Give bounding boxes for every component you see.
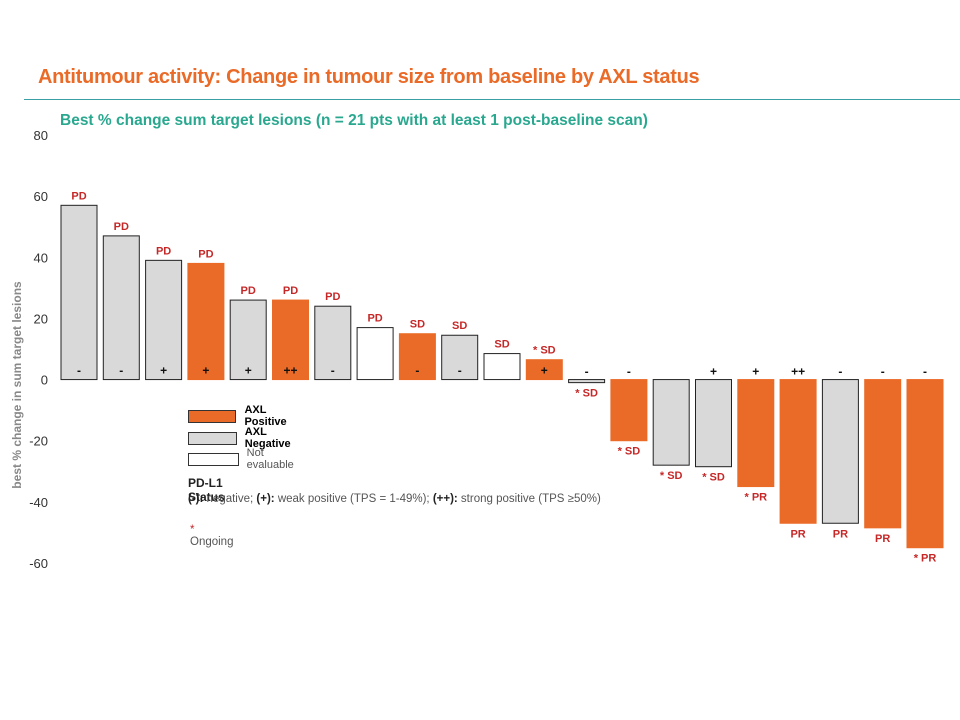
bar-response-label: * SD [618, 446, 641, 458]
bar-response-label: PD [71, 190, 86, 202]
bar [821, 379, 859, 524]
title-divider [24, 99, 960, 100]
bar [525, 359, 563, 381]
bar-response-label: * PR [914, 553, 937, 565]
legend-label-not-evaluable: Not evaluable [246, 447, 294, 471]
bar [356, 327, 394, 381]
ongoing-star: * [190, 524, 195, 536]
bar-pdl1-marker: - [627, 365, 631, 379]
y-tick-label: 40 [34, 250, 48, 265]
bar-response-label: SD [452, 320, 467, 332]
pdl1-strong-text: strong positive (TPS ≥50%) [457, 493, 601, 505]
bar-pdl1-marker: ++ [791, 365, 805, 379]
bar [610, 379, 648, 442]
bar-pdl1-marker: + [160, 364, 167, 378]
bar-response-label: * SD [660, 470, 683, 482]
bar [229, 299, 267, 381]
bar-response-label: PR [833, 528, 848, 540]
bar-response-label: SD [410, 319, 425, 331]
bar-response-label: * SD [702, 472, 725, 484]
bar [60, 204, 98, 381]
y-axis-label: best % change in sum target lesions [10, 281, 24, 489]
bar [187, 262, 225, 381]
legend-label-axl-negative: AXL Negative [244, 426, 291, 450]
ongoing-note: * Ongoing [190, 524, 233, 548]
bar-response-label: * PR [744, 492, 767, 504]
legend-not-evaluable: Not evaluable [188, 447, 303, 471]
pdl1-strong-key: (++): [432, 493, 458, 505]
bar-pdl1-marker: - [331, 364, 335, 378]
bar-pdl1-marker: - [923, 365, 927, 379]
bar-response-label: * SD [575, 388, 598, 400]
bar-response-label: PD [241, 285, 256, 297]
bar-pdl1-marker: - [838, 365, 842, 379]
pdl1-status-key: (-): negative; (+): weak positive (TPS =… [188, 493, 601, 505]
bar-pdl1-marker: + [202, 364, 209, 378]
bar-response-label: * SD [533, 345, 556, 357]
bar-response-label: PR [875, 533, 890, 545]
bar-pdl1-marker: + [752, 365, 759, 379]
bar-pdl1-marker: - [458, 364, 462, 378]
y-tick-label: -20 [29, 434, 48, 449]
bar [441, 334, 479, 381]
legend-axl-positive: AXL Positive [188, 404, 298, 428]
bar-pdl1-marker: + [710, 365, 717, 379]
pdl1-status-title: PD-L1 Status [188, 476, 225, 504]
bar [695, 379, 732, 468]
bar-pdl1-marker: + [541, 364, 548, 378]
bar [145, 259, 183, 381]
legend-swatch-axl-positive [188, 409, 237, 423]
bar-response-label: PR [790, 528, 805, 540]
bar-response-label: PD [283, 285, 298, 297]
legend-label-axl-positive: AXL Positive [244, 404, 287, 428]
bar-response-label: PD [114, 221, 129, 233]
bar-pdl1-marker: - [881, 365, 885, 379]
y-tick-label: -40 [29, 495, 48, 510]
y-tick-label: -60 [29, 556, 48, 571]
bar [568, 379, 606, 384]
bar [314, 305, 352, 381]
legend-swatch-not-evaluable [188, 452, 239, 466]
bar [906, 379, 944, 549]
bar [398, 333, 436, 381]
bar-response-label: SD [494, 339, 509, 351]
bar-response-label: PD [325, 291, 340, 303]
pdl1-weak-text: weak positive (TPS = 1-49%); [274, 493, 433, 505]
bar-response-label: PD [367, 313, 382, 325]
y-tick-label: 60 [34, 189, 48, 204]
chart-subtitle: Best % change sum target lesions (n = 21… [60, 112, 648, 129]
bar-pdl1-marker: - [119, 364, 123, 378]
y-tick-label: 0 [41, 373, 48, 388]
legend-swatch-axl-negative [188, 431, 237, 445]
ongoing-label: Ongoing [190, 536, 234, 548]
bar [272, 299, 309, 381]
pdl1-negative-key: (-): [188, 493, 204, 505]
legend-axl-negative: AXL Negative [188, 426, 302, 450]
bar-response-label: PD [198, 248, 213, 260]
pdl1-weak-key: (+): [256, 493, 275, 505]
bar-pdl1-marker: - [77, 364, 81, 378]
bar-response-label: PD [156, 245, 171, 257]
y-axis: 80 60 40 20 0 -20 -40 -60 [29, 128, 48, 571]
pdl1-negative-text: negative; [203, 493, 257, 505]
bar-pdl1-marker: ++ [283, 364, 297, 378]
bar-pdl1-marker: - [415, 364, 419, 378]
y-tick-label: 80 [34, 128, 48, 143]
bar [652, 379, 690, 466]
bar-pdl1-marker: - [585, 365, 589, 379]
slide-title: Antitumour activity: Change in tumour si… [38, 66, 700, 88]
bar [483, 353, 521, 381]
bar [779, 379, 817, 524]
bar [102, 235, 140, 381]
bar [737, 379, 775, 488]
bar-pdl1-marker: + [245, 364, 252, 378]
y-tick-label: 20 [34, 311, 48, 326]
bar [864, 379, 902, 529]
